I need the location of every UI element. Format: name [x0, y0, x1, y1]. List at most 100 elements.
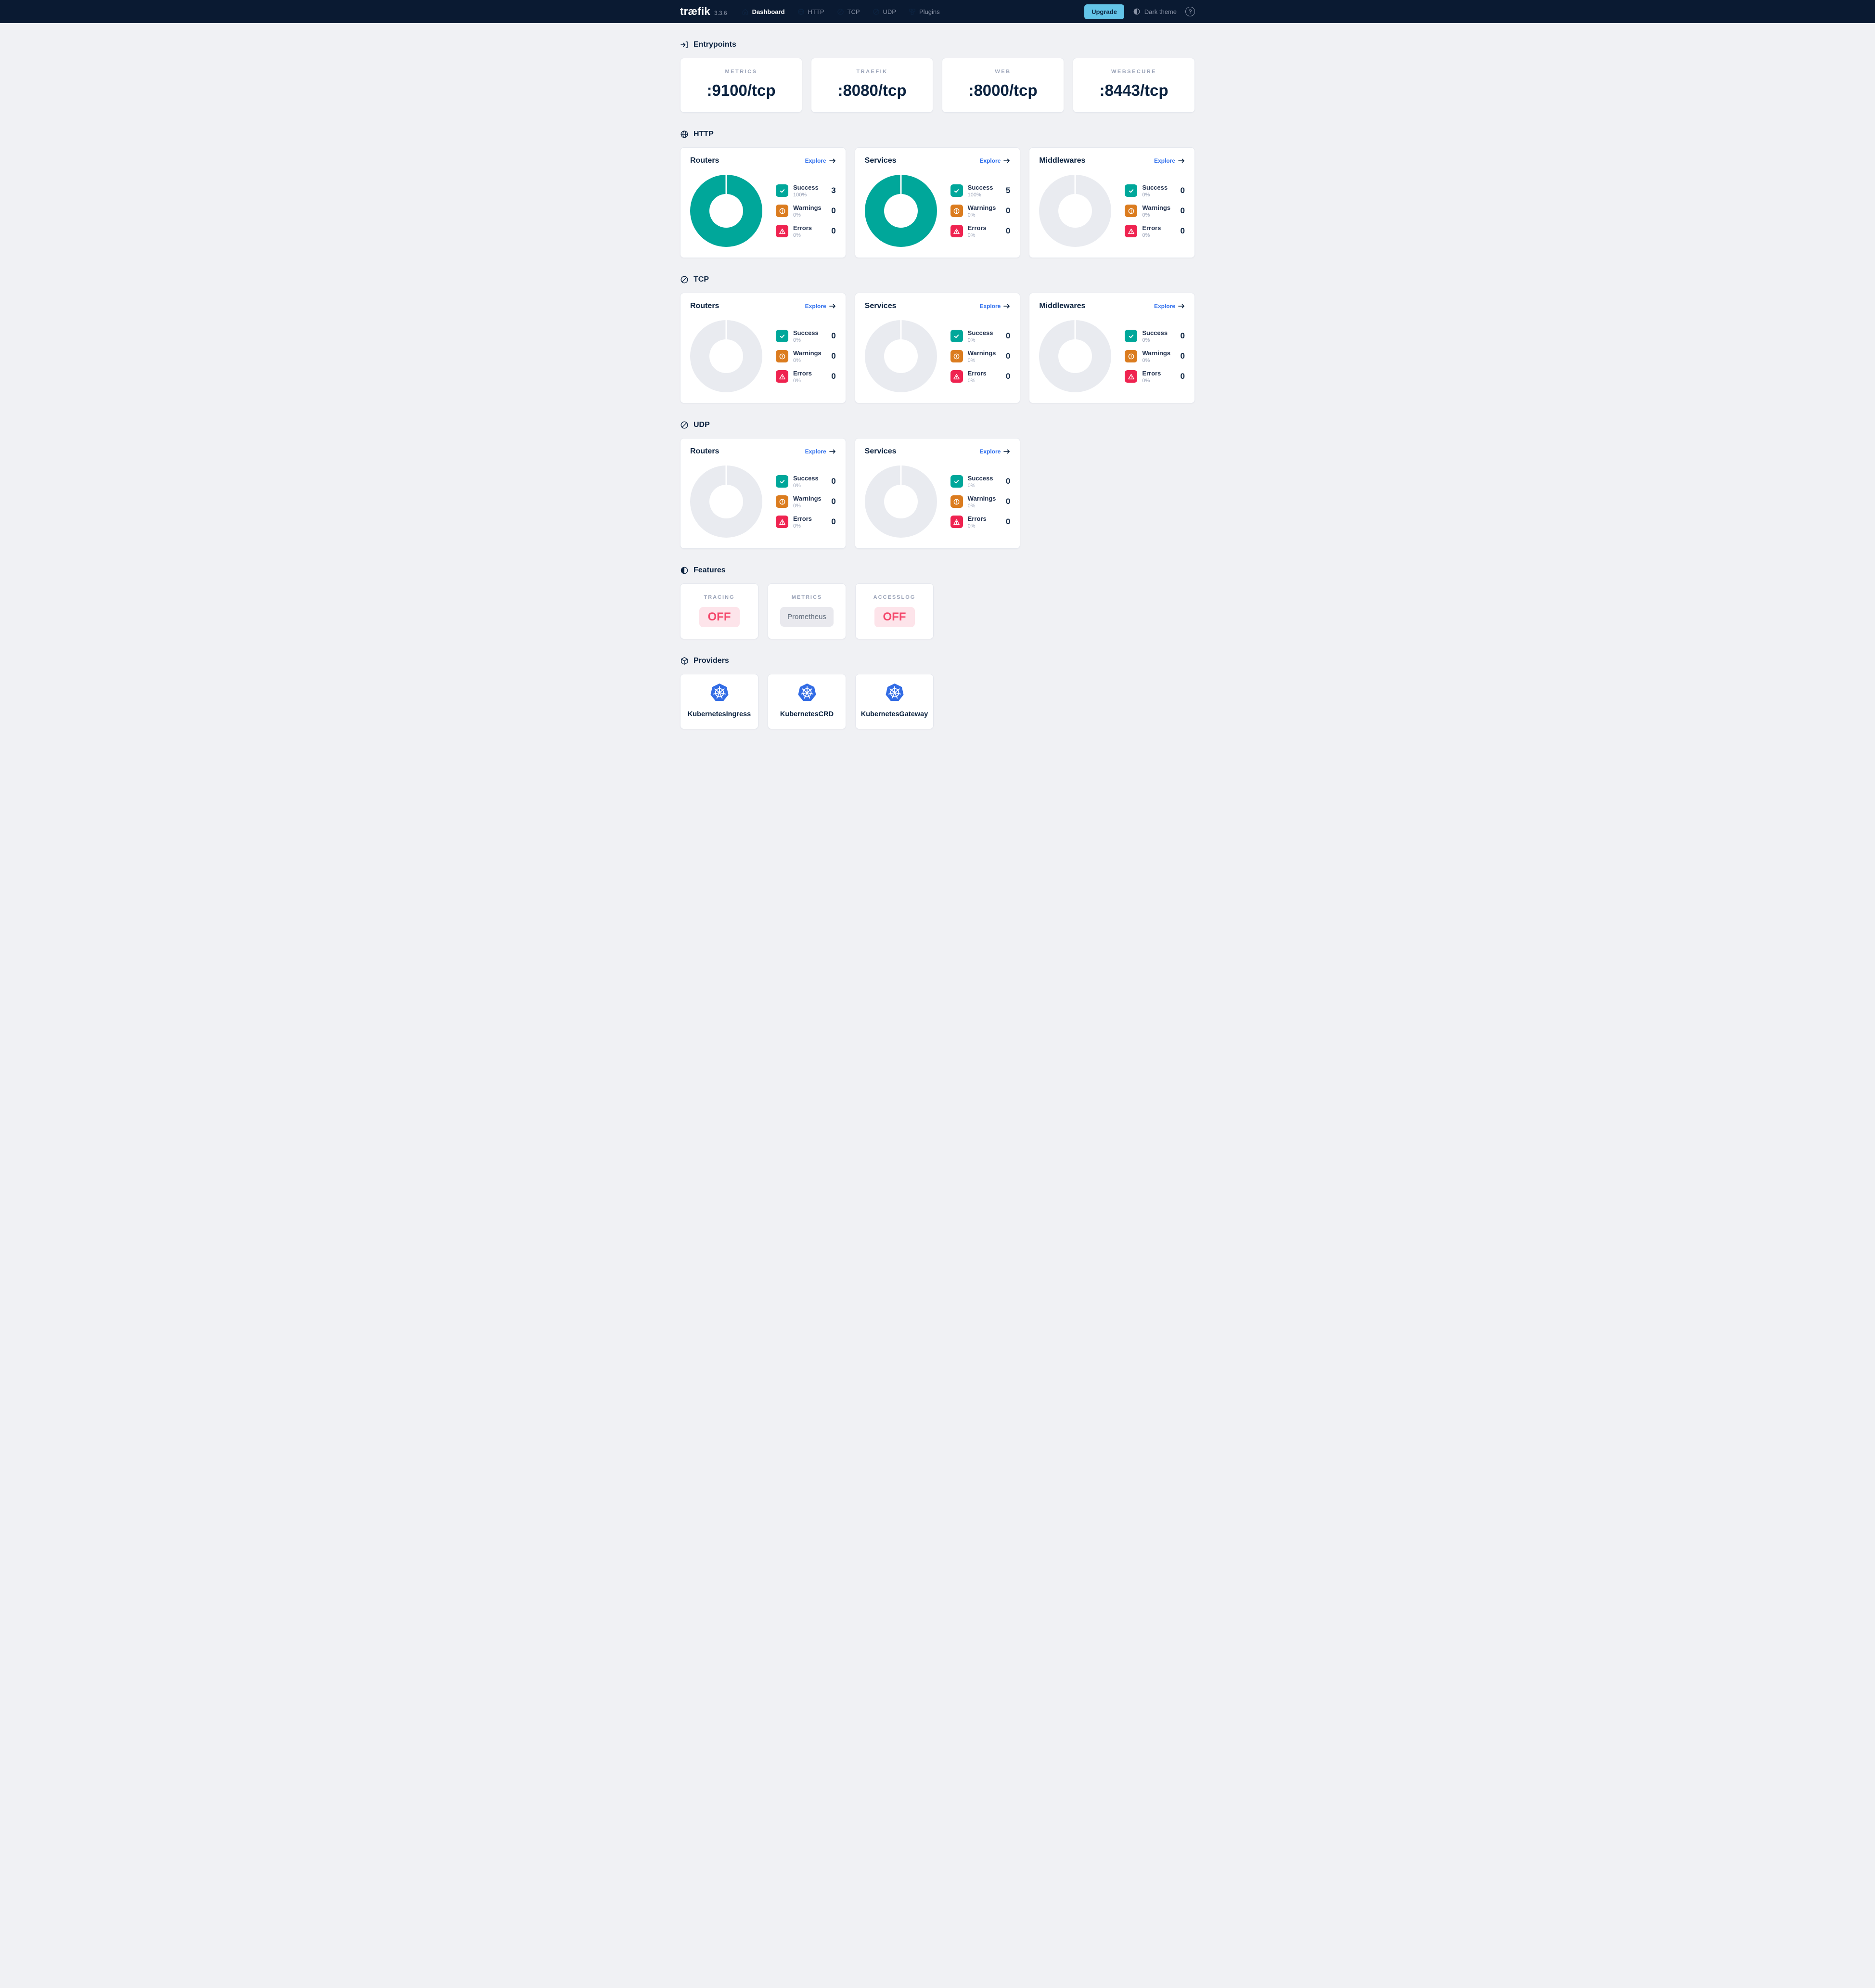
feature-card-metrics: METRICS Prometheus — [768, 583, 846, 639]
card-title: Routers — [690, 302, 719, 310]
stat-label: Success — [793, 474, 819, 482]
errors-stat-row: Errors 0% 0 — [950, 515, 1010, 529]
explore-link[interactable]: Explore — [805, 448, 836, 455]
globe-icon — [797, 8, 805, 15]
nav-label: TCP — [847, 8, 860, 15]
providers-icon — [680, 657, 689, 665]
entrypoint-card-websecure: WEBSECURE :8443/tcp — [1073, 58, 1195, 113]
tcp-routers-card: Routers Explore Success 0% 0 Warnin — [680, 293, 846, 403]
provider-card-kubernetes-ingress: KubernetesIngress — [680, 674, 758, 729]
entrypoints-section-header: Entrypoints — [680, 40, 1195, 49]
explore-link[interactable]: Explore — [1154, 157, 1185, 164]
stat-percent: 0% — [967, 357, 976, 363]
http-cards-grid: Routers Explore Success 100% 3 Warn — [680, 147, 1195, 258]
errors-stat-row: Errors 0% 0 — [1125, 224, 1185, 238]
stat-value: 0 — [1180, 206, 1185, 215]
provider-name: KubernetesCRD — [780, 710, 834, 718]
features-title: Features — [693, 566, 726, 574]
dark-theme-toggle[interactable]: Dark theme — [1133, 8, 1177, 15]
success-icon — [950, 475, 963, 488]
success-icon — [950, 330, 963, 342]
explore-link[interactable]: Explore — [805, 157, 836, 164]
stat-label: Success — [967, 474, 993, 482]
success-stat-row: Success 0% 0 — [1125, 329, 1185, 343]
stat-percent: 0% — [967, 377, 976, 384]
tcp-icon — [837, 8, 844, 15]
udp-section-header: UDP — [680, 421, 1195, 429]
stat-value: 0 — [1005, 372, 1011, 381]
explore-link[interactable]: Explore — [1154, 303, 1185, 310]
entrypoint-label: TRAEFIK — [856, 69, 888, 75]
udp-services-card: Services Explore Success 0% 0 Warni — [854, 438, 1021, 549]
success-stat-row: Success 100% 5 — [950, 184, 1011, 198]
warning-icon — [950, 350, 963, 362]
brand: træfik 3.3.6 — [680, 5, 727, 18]
stat-label: Errors — [1142, 224, 1161, 232]
stat-value: 0 — [831, 351, 836, 361]
stat-label: Warnings — [1142, 204, 1171, 211]
upgrade-button[interactable]: Upgrade — [1084, 4, 1124, 19]
entrypoints-icon — [680, 40, 689, 49]
stat-value: 0 — [1005, 351, 1011, 361]
udp-routers-card: Routers Explore Success 0% 0 Warnin — [680, 438, 846, 549]
arrow-right-icon — [829, 304, 836, 309]
feature-card-tracing: TRACING OFF — [680, 583, 758, 639]
nav-item-dashboard[interactable]: Dashboard — [742, 8, 785, 15]
warnings-stat-row: Warnings 0% 0 — [950, 204, 1010, 218]
feature-status-badge: OFF — [874, 607, 915, 627]
stat-percent: 0% — [967, 212, 976, 218]
card-title: Middlewares — [1039, 302, 1086, 310]
help-icon[interactable]: ? — [1185, 7, 1195, 16]
stat-value: 5 — [1005, 186, 1011, 195]
errors-stat-row: Errors 0% 0 — [950, 224, 1011, 238]
explore-link[interactable]: Explore — [979, 157, 1010, 164]
stat-value: 0 — [1180, 331, 1185, 340]
success-donut-chart — [864, 175, 937, 247]
nav-item-plugins[interactable]: Plugins — [909, 8, 940, 15]
stat-percent: 0% — [967, 523, 976, 529]
stat-value: 0 — [831, 331, 836, 340]
error-icon — [950, 225, 963, 237]
stat-label: Success — [967, 329, 993, 336]
udp-icon — [873, 8, 880, 15]
provider-card-kubernetes-crd: KubernetesCRD — [768, 674, 846, 729]
success-donut-chart — [864, 320, 937, 392]
explore-link[interactable]: Explore — [805, 303, 836, 310]
error-icon — [1125, 370, 1138, 383]
features-grid: TRACING OFF METRICS Prometheus ACCESSLOG… — [680, 583, 1195, 639]
entrypoint-label: METRICS — [725, 69, 758, 75]
success-donut-chart — [690, 465, 762, 538]
nav-item-udp[interactable]: UDP — [873, 8, 896, 15]
stat-value: 0 — [1005, 477, 1011, 486]
http-section-header: HTTP — [680, 130, 1195, 139]
arrow-right-icon — [1003, 158, 1010, 163]
entrypoints-grid: METRICS :9100/tcp TRAEFIK :8080/tcp WEB … — [680, 58, 1195, 113]
provider-card-kubernetes-gateway: KubernetesGateway — [855, 674, 934, 729]
tcp-cards-grid: Routers Explore Success 0% 0 Warnin — [680, 293, 1195, 403]
tcp-title: TCP — [693, 275, 709, 284]
arrow-right-icon — [1003, 304, 1010, 309]
entrypoint-label: WEB — [995, 69, 1011, 75]
explore-link[interactable]: Explore — [979, 448, 1010, 455]
nav-label: UDP — [883, 8, 896, 15]
nav-item-http[interactable]: HTTP — [797, 8, 824, 15]
stat-value: 0 — [831, 226, 836, 235]
stat-percent: 0% — [1142, 232, 1150, 238]
stat-label: Errors — [967, 369, 987, 377]
stat-value: 0 — [831, 497, 836, 506]
stat-percent: 0% — [967, 232, 976, 238]
nav-item-tcp[interactable]: TCP — [837, 8, 860, 15]
arrow-right-icon — [1178, 158, 1185, 163]
error-icon — [1125, 225, 1138, 237]
card-title: Middlewares — [1039, 156, 1086, 165]
arrow-right-icon — [829, 158, 836, 163]
errors-stat-row: Errors 0% 0 — [776, 370, 836, 384]
stat-value: 0 — [1005, 226, 1011, 235]
stat-label: Errors — [967, 224, 987, 232]
explore-link[interactable]: Explore — [979, 303, 1010, 310]
stat-value: 0 — [1180, 372, 1185, 381]
error-icon — [776, 225, 788, 237]
warnings-stat-row: Warnings 0% 0 — [776, 349, 836, 363]
stat-label: Warnings — [967, 494, 996, 502]
providers-grid: KubernetesIngress KubernetesCRD Kubernet… — [680, 674, 1195, 729]
